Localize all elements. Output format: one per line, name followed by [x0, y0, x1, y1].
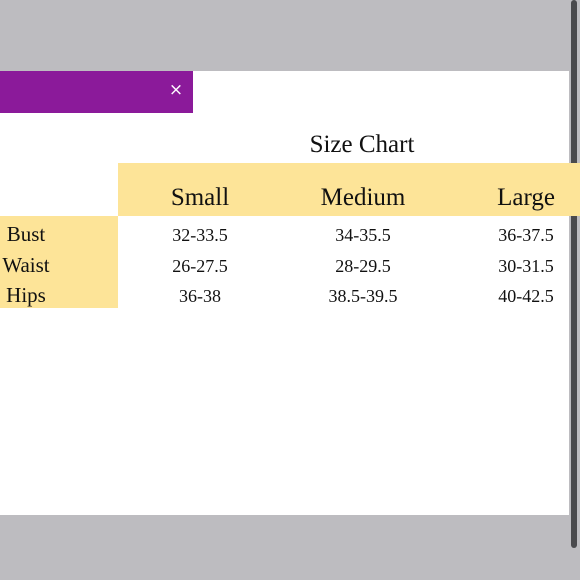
table-cell: 38.5-39.5	[328, 286, 398, 306]
column-header-medium: Medium	[320, 184, 406, 211]
row-label-waist: Waist	[2, 253, 50, 277]
row-label-bust: Bust	[6, 222, 46, 246]
page-title: Size Chart	[309, 131, 415, 158]
table-cell: 34-35.5	[335, 225, 391, 245]
table-cell: 28-29.5	[335, 256, 391, 276]
table-cell: 36-38	[179, 286, 221, 306]
table-cell: 36-37.5	[498, 225, 554, 245]
column-header-large: Large	[497, 184, 555, 211]
table-cell: 30-31.5	[498, 256, 554, 276]
row-label-hips: Hips	[6, 283, 46, 307]
column-header-small: Small	[170, 184, 230, 211]
scrollbar-thumb[interactable]	[571, 0, 577, 548]
table-cell: 26-27.5	[172, 256, 228, 276]
table-cell: 40-42.5	[498, 286, 554, 306]
close-icon[interactable]: ×	[168, 80, 184, 100]
column-header-band	[118, 163, 580, 216]
bottom-gray-band	[0, 515, 580, 580]
row-header-band	[0, 216, 118, 308]
top-gray-band	[0, 0, 580, 71]
popup-header-bar	[0, 71, 193, 113]
table-cell: 32-33.5	[172, 225, 228, 245]
